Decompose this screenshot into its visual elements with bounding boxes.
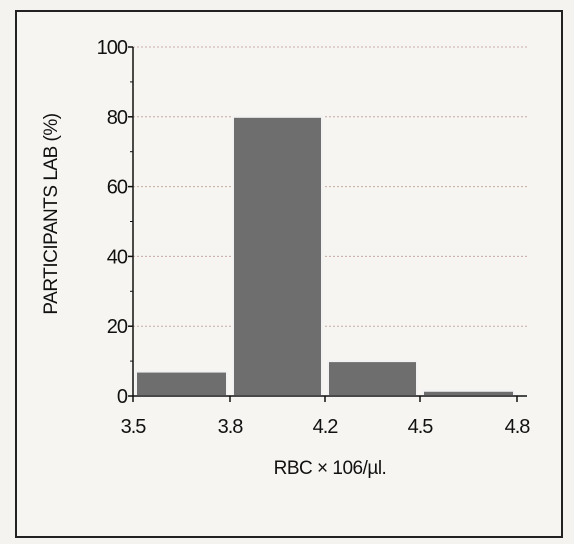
y-tick-label-40: 40 [107,246,128,268]
y-tick-label-20: 20 [107,316,128,338]
bar-2 [327,360,418,398]
y-axis-label: PARTICIPANTS LAB (%) [41,113,62,314]
y-tick-label-60: 60 [107,177,128,199]
y-tick-label-80: 80 [107,107,128,129]
axes [128,46,527,402]
x-tick-label-4.8: 4.8 [505,416,531,438]
bar-1 [232,115,323,398]
x-tick-label-3.8: 3.8 [218,416,244,438]
gridlines [133,46,527,327]
x-tick-label-4.5: 4.5 [408,416,434,438]
y-tick-label-100: 100 [97,37,128,59]
y-tick-label-0: 0 [117,386,128,408]
x-axis-label: RBC × 106/µl. [274,458,387,479]
bars [135,115,515,398]
x-tick-label-3.5: 3.5 [121,416,147,438]
bar-3 [422,389,515,398]
x-tick-label-4.2: 4.2 [313,416,339,438]
y-tick-labels: 0 20 40 60 80 100 [97,37,129,408]
x-tick-labels: 3.5 3.8 4.2 4.5 4.8 [121,416,532,438]
bar-0 [135,370,228,398]
